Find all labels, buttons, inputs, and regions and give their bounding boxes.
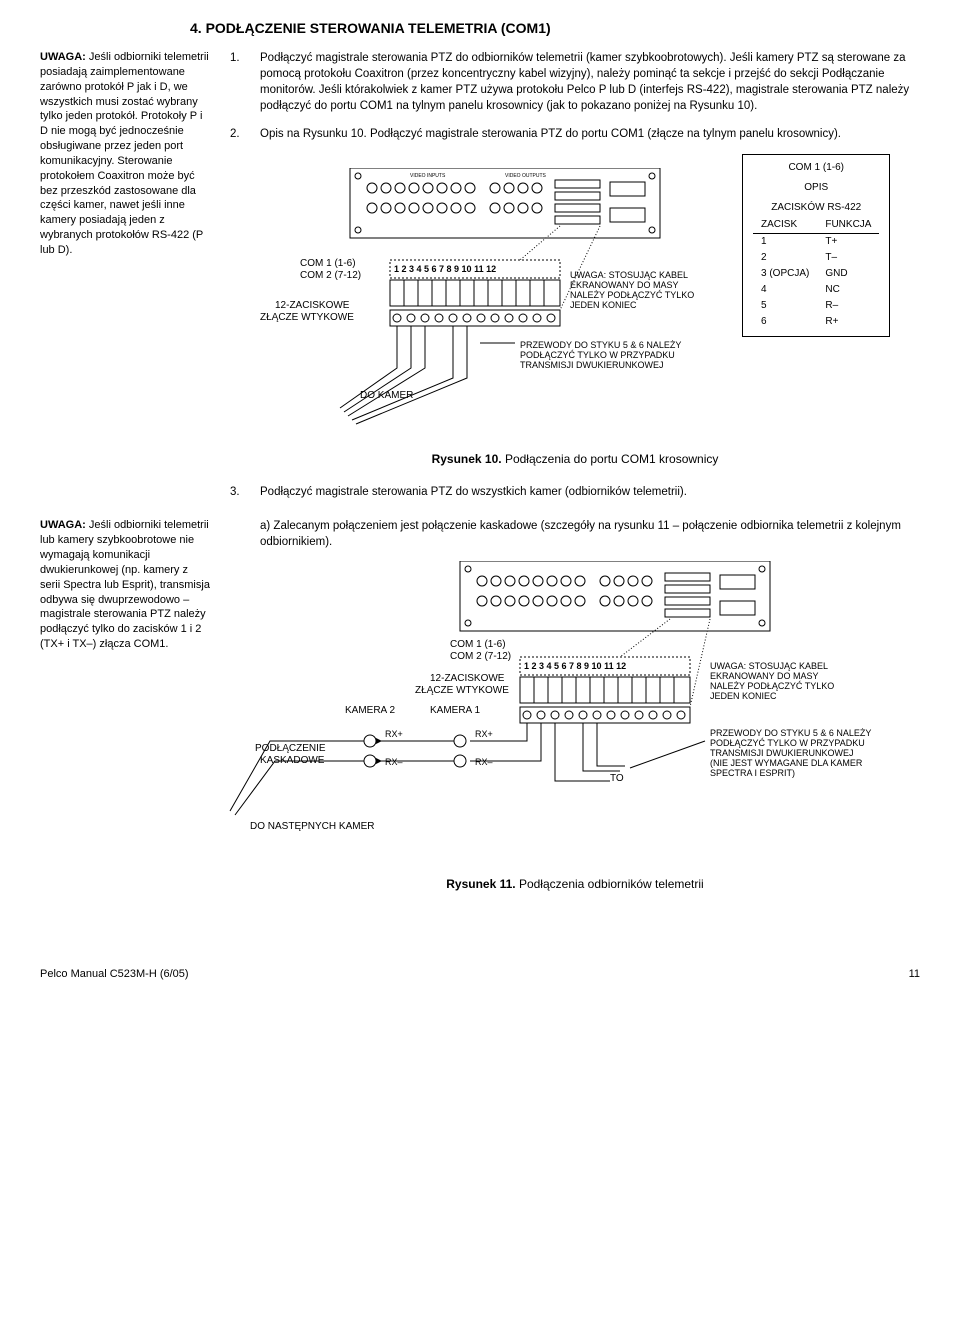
table-row: 6	[753, 314, 817, 330]
fig11-kamera2-label: KAMERA 2	[345, 705, 395, 716]
fig11-kamera1-label: KAMERA 1	[430, 705, 480, 716]
comtable-h1: ZACISK	[753, 217, 817, 234]
svg-text:PRZEWODY DO STYKU 5 & 6 NALEŻY: PRZEWODY DO STYKU 5 & 6 NALEŻY PODŁĄCZYĆ…	[710, 728, 874, 778]
table-row: T+	[817, 234, 879, 251]
sidebar-note-1: UWAGA: Jeśli odbiorniki telemetrii posia…	[40, 50, 210, 512]
page-footer: Pelco Manual C523M-H (6/05) 11	[40, 968, 920, 980]
comtable-h2: FUNKCJA	[817, 217, 879, 234]
step-2-text: Opis na Rysunku 10. Podłączyć magistrale…	[260, 126, 920, 142]
svg-text:UWAGA: STOSUJĄC KABEL: UWAGA: STOSUJĄC KABEL EKRANOWANY DO MASY…	[710, 661, 837, 701]
step-2-num: 2.	[230, 126, 246, 142]
step-3-text: Podłączyć magistrale sterowania PTZ do w…	[260, 484, 920, 500]
fig10-do-kamer: DO KAMER	[360, 390, 413, 401]
fig11-cap-bold: Rysunek 11.	[446, 877, 515, 891]
footer-left: Pelco Manual C523M-H (6/05)	[40, 968, 189, 980]
fig11-rxp1: RX+	[475, 729, 493, 739]
fig10-video-outputs-label: VIDEO OUTPUTS	[505, 173, 547, 179]
fig11-rxp2: RX+	[385, 729, 403, 739]
step-3-num: 3.	[230, 484, 246, 500]
fig10-com2-label: COM 2 (7-12)	[300, 270, 361, 281]
com1-pinout-table: COM 1 (1-6) OPIS ZACISKÓW RS-422 ZACISKF…	[742, 154, 890, 337]
fig10-com1-label: COM 1 (1-6)	[300, 258, 356, 269]
table-row: 4	[753, 282, 817, 298]
fig11-cap-rest: Podłączenia odbiorników telemetrii	[516, 877, 704, 891]
figure-10-caption: Rysunek 10. Podłączenia do portu COM1 kr…	[230, 451, 920, 468]
fig11-rxm1: RX–	[475, 757, 493, 767]
figure-11-svg: 1 2 3 4 5 6 7 8 9 10 11 12	[170, 561, 920, 866]
svg-text:PRZEWODY DO STYKU 5 & 6 NALEŻY: PRZEWODY DO STYKU 5 & 6 NALEŻY PODŁĄCZYĆ…	[520, 340, 684, 370]
step-1: 1. Podłączyć magistrale sterowania PTZ d…	[230, 50, 920, 114]
table-row: NC	[817, 282, 879, 298]
table-row: GND	[817, 266, 879, 282]
svg-text:PODŁĄCZENIE KASKADOW: PODŁĄCZENIE KASKADOWE	[255, 743, 328, 766]
fig10-cap-bold: Rysunek 10.	[432, 452, 502, 466]
table-row: 2	[753, 250, 817, 266]
figure-11-caption: Rysunek 11. Podłączenia odbiorników tele…	[230, 876, 920, 893]
main-col-1: 1. Podłączyć magistrale sterowania PTZ d…	[230, 50, 920, 512]
fig11-do-nast: DO NASTĘPNYCH KAMER	[250, 821, 374, 832]
row-1: UWAGA: Jeśli odbiorniki telemetrii posia…	[40, 50, 920, 512]
svg-text:UWAGA: STOSUJĄC KABEL: UWAGA: STOSUJĄC KABEL EKRANOWANY DO MASY…	[570, 270, 697, 310]
sidebar-2-label: UWAGA:	[40, 519, 86, 531]
main-col-2: a) Zalecanym połączeniem jest połączenie…	[230, 518, 920, 908]
fig11-terminal-nums: 1 2 3 4 5 6 7 8 9 10 11 12	[524, 661, 626, 671]
table-row: 1	[753, 234, 817, 251]
fig11-to: TO	[610, 773, 624, 784]
svg-text:12-ZACISKOWE ZŁĄCZ: 12-ZACISKOWE ZŁĄCZE WTYKOWE	[260, 300, 354, 323]
step-2: 2. Opis na Rysunku 10. Podłączyć magistr…	[230, 126, 920, 142]
row-2: UWAGA: Jeśli odbiorniki telemetrii lub k…	[40, 518, 920, 908]
sidebar-1-label: UWAGA:	[40, 51, 86, 63]
svg-text:12-ZACISKOWE ZŁĄCZE: 12-ZACISKOWE ZŁĄCZE WTYKOWE	[415, 673, 509, 696]
table-row: R+	[817, 314, 879, 330]
step-1-num: 1.	[230, 50, 246, 114]
table-row: 3 (OPCJA)	[753, 266, 817, 282]
footer-right: 11	[909, 968, 920, 980]
sidebar-1-text: Jeśli odbiorniki telemetrii posiadają za…	[40, 51, 209, 256]
fig10-video-inputs-label: VIDEO INPUTS	[410, 173, 446, 179]
fig11-com2-label: COM 2 (7-12)	[450, 651, 511, 662]
fig10-terminal-nums: 1 2 3 4 5 6 7 8 9 10 11 12	[394, 264, 496, 274]
table-row: R–	[817, 298, 879, 314]
table-row: 5	[753, 298, 817, 314]
fig11-rxm2: RX–	[385, 757, 403, 767]
step-3a-text: a) Zalecanym połączeniem jest połączenie…	[260, 518, 920, 550]
comtable-sub2: ZACISKÓW RS-422	[753, 201, 879, 215]
table-row: T–	[817, 250, 879, 266]
comtable-title: COM 1 (1-6)	[753, 161, 879, 175]
section-title: 4. PODŁĄCZENIE STEROWANIA TELEMETRIA (CO…	[190, 20, 920, 36]
figure-10-svg: VIDEO INPUTS VIDEO OUTPUTS	[260, 168, 730, 433]
step-1-text: Podłączyć magistrale sterowania PTZ do o…	[260, 50, 920, 114]
comtable-sub1: OPIS	[753, 181, 879, 195]
figure-10-wrap: VIDEO INPUTS VIDEO OUTPUTS	[230, 154, 920, 441]
step-3: 3. Podłączyć magistrale sterowania PTZ d…	[230, 484, 920, 500]
fig11-com1-label: COM 1 (1-6)	[450, 639, 506, 650]
fig10-cap-rest: Podłączenia do portu COM1 krosownicy	[502, 452, 719, 466]
